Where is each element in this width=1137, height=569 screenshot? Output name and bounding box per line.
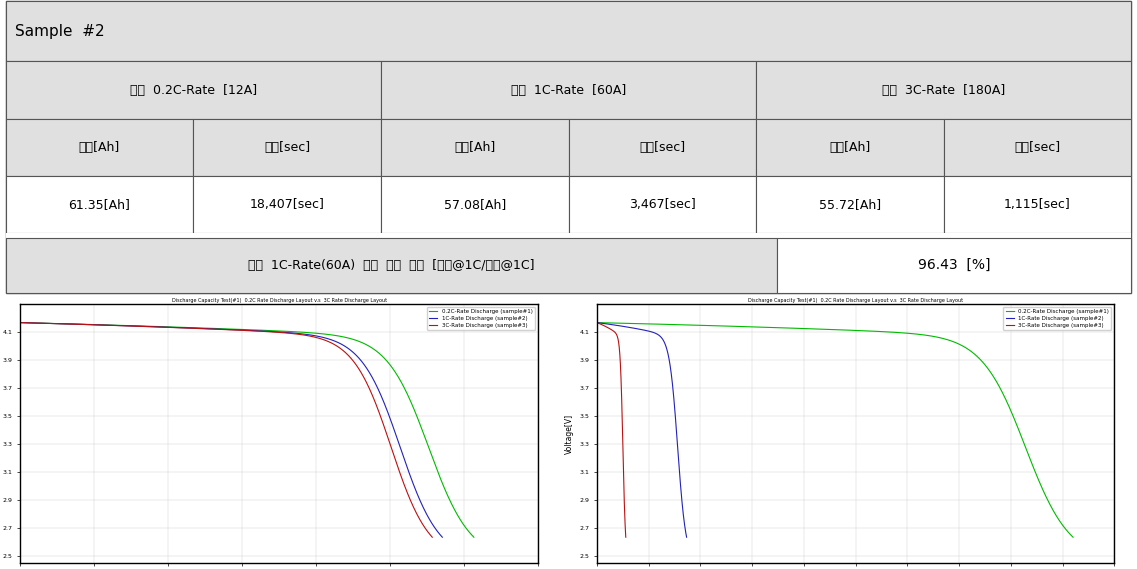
Bar <box>381 119 568 176</box>
Text: 시간[sec]: 시간[sec] <box>639 141 686 154</box>
1C-Rate Discharge (sample#2) <box>14 319 27 326</box>
0.2C-Rate Discharge (sample#1) <box>879 328 893 335</box>
Line: 1C-Rate Discharge (sample#2): 1C-Rate Discharge (sample#2) <box>597 323 687 537</box>
Text: Sample  #2: Sample #2 <box>15 23 105 39</box>
Text: 시간[sec]: 시간[sec] <box>264 141 310 154</box>
Bar <box>6 119 193 176</box>
1C-Rate Discharge (sample#2) <box>435 534 449 541</box>
Text: 용량[Ah]: 용량[Ah] <box>454 141 496 154</box>
3C-Rate Discharge (sample#3) <box>425 534 439 541</box>
Bar <box>381 176 568 233</box>
1C-Rate Discharge (sample#2) <box>258 328 272 335</box>
Bar <box>568 176 756 233</box>
3C-Rate Discharge (sample#3) <box>14 319 27 326</box>
0.2C-Rate Discharge (sample#1) <box>1001 398 1014 405</box>
1C-Rate Discharge (sample#2) <box>667 398 681 405</box>
1C-Rate Discharge (sample#2) <box>658 340 672 347</box>
0.2C-Rate Discharge (sample#1) <box>41 320 55 327</box>
0.2C-Rate Discharge (sample#1) <box>357 340 371 347</box>
0.2C-Rate Discharge (sample#1) <box>894 329 907 336</box>
3C-Rate Discharge (sample#3) <box>368 398 382 405</box>
Text: 상온  1C-Rate(60A)  대비  충전  효율  [저온@1C/상온@1C]: 상온 1C-Rate(60A) 대비 충전 효율 [저온@1C/상온@1C] <box>248 259 534 272</box>
Y-axis label: Voltage[V]: Voltage[V] <box>565 414 574 454</box>
0.2C-Rate Discharge (sample#1) <box>866 328 880 335</box>
3C-Rate Discharge (sample#3) <box>608 329 622 336</box>
Bar <box>944 119 1131 176</box>
Bar <box>568 119 756 176</box>
Bar <box>6 1 1131 61</box>
0.2C-Rate Discharge (sample#1) <box>590 319 604 326</box>
Bar <box>756 61 1131 119</box>
Bar <box>777 238 1131 293</box>
Line: 0.2C-Rate Discharge (sample#1): 0.2C-Rate Discharge (sample#1) <box>20 323 474 537</box>
Bar <box>944 176 1131 233</box>
0.2C-Rate Discharge (sample#1) <box>1067 534 1080 541</box>
Text: 상온  1C-Rate  [60A]: 상온 1C-Rate [60A] <box>511 84 626 97</box>
Text: 61.35[Ah]: 61.35[Ah] <box>68 198 131 211</box>
Title: Discharge Capacity Test(#1)  0.2C Rate Discharge Layout v.s  3C Rate Discharge L: Discharge Capacity Test(#1) 0.2C Rate Di… <box>172 298 387 303</box>
0.2C-Rate Discharge (sample#1) <box>620 320 633 327</box>
Line: 1C-Rate Discharge (sample#2): 1C-Rate Discharge (sample#2) <box>20 323 442 537</box>
0.2C-Rate Discharge (sample#1) <box>404 398 417 405</box>
Text: 용량[Ah]: 용량[Ah] <box>829 141 871 154</box>
1C-Rate Discharge (sample#2) <box>596 320 609 327</box>
1C-Rate Discharge (sample#2) <box>590 319 604 326</box>
Bar <box>756 119 944 176</box>
Bar <box>6 233 1131 238</box>
Legend: 0.2C-Rate Discharge (sample#1), 1C-Rate Discharge (sample#2), 3C-Rate Discharge : 0.2C-Rate Discharge (sample#1), 1C-Rate … <box>426 307 536 330</box>
0.2C-Rate Discharge (sample#1) <box>289 328 302 335</box>
Text: 55.72[Ah]: 55.72[Ah] <box>819 198 881 211</box>
3C-Rate Discharge (sample#3) <box>607 328 621 335</box>
1C-Rate Discharge (sample#2) <box>642 328 656 335</box>
3C-Rate Discharge (sample#3) <box>252 328 266 335</box>
Legend: 0.2C-Rate Discharge (sample#1), 1C-Rate Discharge (sample#2), 3C-Rate Discharge : 0.2C-Rate Discharge (sample#1), 1C-Rate … <box>1003 307 1112 330</box>
0.2C-Rate Discharge (sample#1) <box>467 534 481 541</box>
3C-Rate Discharge (sample#3) <box>276 329 290 336</box>
Text: 상온  3C-Rate  [180A]: 상온 3C-Rate [180A] <box>882 84 1005 97</box>
0.2C-Rate Discharge (sample#1) <box>302 329 316 336</box>
3C-Rate Discharge (sample#3) <box>326 340 340 347</box>
3C-Rate Discharge (sample#3) <box>39 320 52 327</box>
Bar <box>381 61 756 119</box>
3C-Rate Discharge (sample#3) <box>612 340 625 347</box>
Bar <box>193 176 381 233</box>
1C-Rate Discharge (sample#2) <box>333 340 347 347</box>
Text: 시간[sec]: 시간[sec] <box>1014 141 1061 154</box>
3C-Rate Discharge (sample#3) <box>592 320 606 327</box>
1C-Rate Discharge (sample#2) <box>376 398 390 405</box>
1C-Rate Discharge (sample#2) <box>680 534 694 541</box>
1C-Rate Discharge (sample#2) <box>40 320 53 327</box>
Text: 96.43  [%]: 96.43 [%] <box>918 258 990 273</box>
Bar <box>193 119 381 176</box>
1C-Rate Discharge (sample#2) <box>282 329 296 336</box>
Text: 18,407[sec]: 18,407[sec] <box>250 198 324 211</box>
Bar <box>756 176 944 233</box>
Line: 3C-Rate Discharge (sample#3): 3C-Rate Discharge (sample#3) <box>597 323 625 537</box>
3C-Rate Discharge (sample#3) <box>590 319 604 326</box>
3C-Rate Discharge (sample#3) <box>619 534 632 541</box>
Line: 3C-Rate Discharge (sample#3): 3C-Rate Discharge (sample#3) <box>20 323 432 537</box>
1C-Rate Discharge (sample#2) <box>269 328 283 335</box>
Title: Discharge Capacity Test(#1)  0.2C Rate Discharge Layout v.s  3C Rate Discharge L: Discharge Capacity Test(#1) 0.2C Rate Di… <box>748 298 963 303</box>
Bar <box>6 238 777 293</box>
Bar <box>6 176 193 233</box>
Text: 3,467[sec]: 3,467[sec] <box>629 198 696 211</box>
3C-Rate Discharge (sample#3) <box>615 398 629 405</box>
0.2C-Rate Discharge (sample#1) <box>952 340 965 347</box>
Line: 0.2C-Rate Discharge (sample#1): 0.2C-Rate Discharge (sample#1) <box>597 323 1073 537</box>
1C-Rate Discharge (sample#2) <box>645 328 658 335</box>
Text: 상온  0.2C-Rate  [12A]: 상온 0.2C-Rate [12A] <box>130 84 257 97</box>
1C-Rate Discharge (sample#2) <box>647 329 661 336</box>
Text: 용량[Ah]: 용량[Ah] <box>78 141 121 154</box>
3C-Rate Discharge (sample#3) <box>607 328 621 335</box>
Text: 1,115[sec]: 1,115[sec] <box>1004 198 1071 211</box>
3C-Rate Discharge (sample#3) <box>264 328 277 335</box>
Text: 57.08[Ah]: 57.08[Ah] <box>443 198 506 211</box>
0.2C-Rate Discharge (sample#1) <box>277 328 291 335</box>
Bar <box>6 61 381 119</box>
0.2C-Rate Discharge (sample#1) <box>14 319 27 326</box>
